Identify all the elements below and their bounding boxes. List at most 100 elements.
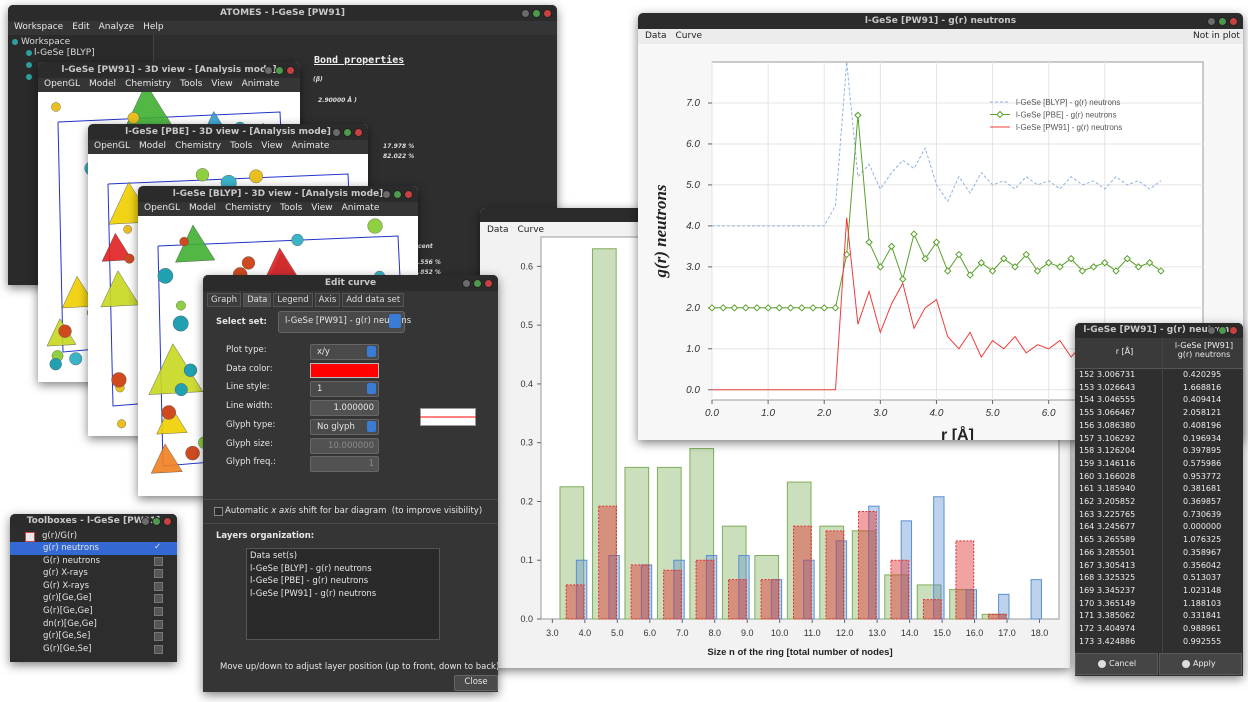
window-button[interactable] xyxy=(354,127,363,137)
menu-item[interactable]: OpenGL xyxy=(144,203,181,213)
window-button[interactable] xyxy=(1229,16,1238,26)
menu-item[interactable]: Data xyxy=(645,31,667,41)
menu-item[interactable]: View xyxy=(211,79,233,89)
menu-item[interactable]: Chemistry xyxy=(225,203,272,213)
window-button[interactable] xyxy=(152,517,161,526)
tab[interactable]: Add data set xyxy=(342,293,405,307)
checkbox[interactable] xyxy=(154,594,163,604)
combo-box[interactable]: x/y xyxy=(310,344,379,360)
window-button[interactable] xyxy=(532,8,541,18)
tab[interactable]: Legend xyxy=(273,293,313,307)
tool-item[interactable]: g(r) neutrons xyxy=(43,543,99,553)
tree-child[interactable]: l-GeSe [BLYP] xyxy=(34,48,95,58)
checkbox[interactable] xyxy=(154,607,163,616)
separator xyxy=(203,523,498,524)
window-button[interactable] xyxy=(382,189,391,199)
atom xyxy=(179,236,189,247)
checkbox[interactable] xyxy=(154,569,163,579)
checkbox[interactable] xyxy=(154,644,163,654)
tree-root[interactable]: g(r)/G(r) xyxy=(42,531,78,541)
combo-box[interactable]: No glyph xyxy=(310,418,379,435)
checkbox[interactable] xyxy=(154,619,163,629)
menu-item[interactable]: Model xyxy=(189,203,217,213)
window-button[interactable] xyxy=(264,65,273,75)
window-button[interactable] xyxy=(1218,326,1227,335)
text-entry[interactable]: 10.000000 xyxy=(310,437,379,454)
dialog-button[interactable]: Cancel xyxy=(1075,653,1158,675)
tree-root[interactable]: Workspace xyxy=(21,37,71,47)
menu-item[interactable]: View xyxy=(311,203,333,213)
menu-item[interactable]: Curve xyxy=(517,225,545,235)
tool-item[interactable]: g(r)[Ge,Se] xyxy=(43,631,91,642)
bar xyxy=(598,505,618,620)
menu-item[interactable]: Model xyxy=(89,79,117,89)
menu-item[interactable]: OpenGL xyxy=(94,141,131,151)
dialog-button[interactable]: Apply xyxy=(1159,653,1242,675)
menu-item[interactable]: Analyze xyxy=(98,22,135,32)
checkbox[interactable] xyxy=(154,556,163,566)
menu-item[interactable]: Animate xyxy=(291,141,330,151)
window-button[interactable] xyxy=(404,189,413,199)
y-tick-label: 0.1 xyxy=(520,555,533,565)
marker xyxy=(809,304,817,312)
checkbox[interactable] xyxy=(154,632,163,642)
window-button[interactable] xyxy=(141,517,150,526)
layer-item[interactable]: l-GeSe [BLYP] - g(r) neutrons xyxy=(250,563,372,574)
text-entry[interactable]: 1.000000 xyxy=(310,400,379,417)
menu-item[interactable]: Help xyxy=(143,22,164,32)
table-cell: 166 xyxy=(1079,547,1095,557)
tab[interactable]: Data xyxy=(243,293,272,307)
window-button[interactable] xyxy=(521,8,530,18)
menu-item[interactable]: Data xyxy=(487,225,509,235)
window-button[interactable] xyxy=(484,278,493,288)
window-button[interactable] xyxy=(332,127,341,137)
tool-item[interactable]: G(r)[Ge,Ge] xyxy=(43,606,93,616)
window-button[interactable] xyxy=(462,278,471,288)
combo-box[interactable]: 1 xyxy=(310,381,379,398)
window-button[interactable] xyxy=(343,127,352,137)
text-entry[interactable]: 1 xyxy=(310,456,379,473)
tool-item[interactable]: g(r) X-rays xyxy=(43,568,88,579)
menu-item[interactable]: OpenGL xyxy=(44,79,81,89)
layer-item[interactable]: Data set(s) xyxy=(250,551,298,561)
menu-item[interactable]: Tools xyxy=(180,79,203,89)
window-button[interactable] xyxy=(473,278,482,288)
layer-item[interactable]: l-GeSe [PW91] - g(r) neutrons xyxy=(250,588,377,599)
table-cell: 154 xyxy=(1079,395,1095,405)
menu-item[interactable]: Animate xyxy=(241,79,280,89)
checkbox[interactable] xyxy=(154,581,163,591)
window-button[interactable] xyxy=(163,517,172,526)
menu-item[interactable]: Edit xyxy=(72,22,90,32)
tool-item[interactable]: G(r) neutrons xyxy=(43,555,101,566)
marker xyxy=(1067,254,1075,263)
tab[interactable]: Axis xyxy=(314,293,341,307)
window-title: l-GeSe [PW91] - g(r) neutrons xyxy=(1083,325,1235,335)
menu-item[interactable]: Chemistry xyxy=(175,141,222,151)
tool-item[interactable]: dn(r)[Ge,Ge] xyxy=(43,618,97,629)
menu-item[interactable]: View xyxy=(261,141,283,151)
checkbox[interactable] xyxy=(214,507,223,516)
window-button[interactable] xyxy=(1229,326,1238,335)
menu-item[interactable]: Workspace xyxy=(14,22,64,32)
close-button[interactable]: Close xyxy=(454,675,498,691)
color-swatch[interactable] xyxy=(310,362,379,378)
window-button[interactable] xyxy=(1207,16,1216,26)
menu-item[interactable]: Chemistry xyxy=(125,79,172,89)
window-button[interactable] xyxy=(1207,326,1216,335)
tool-item[interactable]: g(r)[Ge,Ge] xyxy=(43,593,92,604)
window-button[interactable] xyxy=(393,189,402,199)
tool-item[interactable]: G(r)[Ge,Se] xyxy=(43,643,92,654)
tab[interactable]: Graph xyxy=(207,293,242,307)
window-button[interactable] xyxy=(286,65,295,75)
menu-item[interactable]: Tools xyxy=(230,141,253,151)
menu-item[interactable]: Animate xyxy=(341,203,380,213)
window-button[interactable] xyxy=(543,8,552,18)
window-button[interactable] xyxy=(275,65,284,75)
menu-item[interactable]: Model xyxy=(139,141,167,151)
menu-item[interactable]: Curve xyxy=(675,31,703,41)
menu-item[interactable]: Tools xyxy=(280,203,303,213)
window-button[interactable] xyxy=(1218,16,1227,26)
tool-item[interactable]: G(r) X-rays xyxy=(43,580,90,591)
set-combo[interactable]: l-GeSe [PW91] - g(r) neutrons xyxy=(278,311,411,333)
layer-item[interactable]: l-GeSe [PBE] - g(r) neutrons xyxy=(250,576,369,586)
